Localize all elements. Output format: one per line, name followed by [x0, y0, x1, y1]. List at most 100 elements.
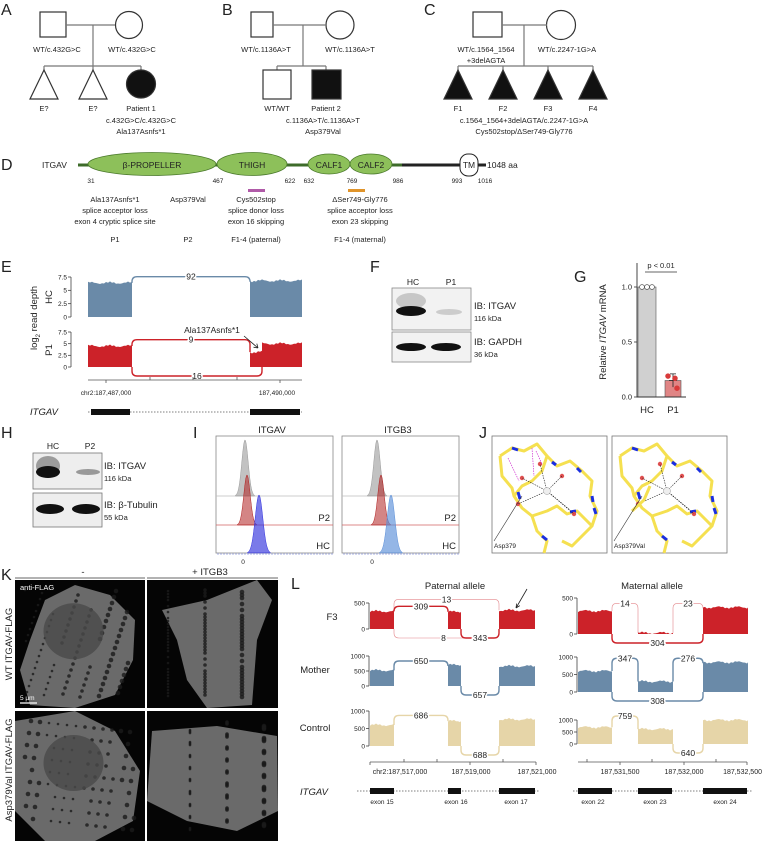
texture-dot [101, 727, 105, 731]
texture-dot [22, 754, 28, 760]
texture-dot [62, 796, 66, 800]
texture-dot [41, 642, 45, 646]
size-label: 55 kDa [104, 513, 129, 522]
band-hc [396, 343, 426, 351]
texture-dot [111, 777, 115, 781]
texture-dot [188, 816, 192, 820]
plot-title: ITGB3 [384, 425, 411, 436]
texture-dot [239, 595, 245, 601]
texture-dot [113, 588, 119, 594]
x-axis [88, 377, 302, 383]
y-tick-label: 500 [562, 595, 573, 602]
domain-calf2 [349, 153, 393, 175]
row-label: P2 [444, 513, 456, 524]
affected-triangle-icon [578, 68, 608, 100]
panel-label-f: F [370, 259, 380, 276]
texture-dot [108, 740, 112, 744]
father-genotype: WT/c.432G>C [33, 45, 81, 54]
texture-dot [225, 771, 229, 775]
junction-arc [611, 603, 639, 633]
texture-dot [239, 685, 245, 691]
texture-dot [88, 665, 92, 669]
coordination-bond [539, 463, 548, 492]
texture-dot [203, 672, 207, 676]
texture-dot [203, 588, 207, 592]
y-tick-label: 5 [63, 341, 67, 348]
coordination-bond [517, 490, 548, 505]
column-label: + ITGB3 [192, 567, 228, 578]
coverage-area [499, 717, 535, 746]
texture-dot [261, 774, 267, 780]
texture-dot [46, 681, 50, 685]
texture-dot [166, 646, 170, 650]
texture-dot [29, 767, 35, 773]
y-tick-label: 7.5 [58, 329, 67, 336]
affected-female-icon [125, 69, 157, 99]
panel-l-sashimi: L Paternal allele Maternal allele F3 Mot… [291, 576, 762, 806]
texture-dot [46, 782, 50, 786]
texture-dot [42, 693, 46, 697]
x-axis-paternal [369, 759, 537, 765]
junction-arc [672, 603, 704, 633]
texture-dot [71, 662, 75, 666]
texture-dot [239, 652, 245, 658]
exon-box [250, 409, 300, 415]
variant-annotation: Asp379Val [170, 195, 206, 204]
texture-dot [118, 728, 124, 734]
residue-position: 986 [393, 178, 404, 185]
y-label-text: read depth [29, 286, 40, 334]
y-label-gene: ITGAV [598, 313, 609, 343]
texture-dot [203, 627, 207, 631]
x-tick-label: 187,519,000 [452, 769, 491, 776]
texture-dot [166, 649, 170, 653]
texture-dot [114, 639, 120, 645]
junction-count: 92 [186, 272, 196, 282]
histogram-plot [341, 435, 460, 554]
texture-dot [203, 684, 207, 688]
texture-dot [166, 625, 170, 629]
histogram-peak [235, 439, 255, 497]
texture-dot [203, 693, 207, 697]
texture-dot [94, 824, 98, 828]
residue-position: 632 [304, 178, 315, 185]
coverage-area [448, 610, 461, 629]
coverage-area [250, 279, 302, 317]
coverage-area [703, 719, 748, 744]
protein-backbone [665, 454, 719, 548]
texture-dot [239, 640, 245, 646]
junction-count: 14 [620, 598, 630, 608]
texture-dot [39, 648, 43, 652]
panel-label-k: K [1, 567, 12, 584]
mother-genotype: WT/c.432G>C [108, 45, 156, 54]
texture-dot [166, 667, 170, 671]
texture-dot [116, 633, 122, 639]
junction-arc [672, 657, 704, 682]
variant-group: P1 [110, 235, 119, 244]
texture-dot [166, 670, 170, 674]
antibody-label: IB: ITGAV [104, 461, 147, 472]
x-tick-label: 187,490,000 [259, 390, 296, 397]
texture-dot [23, 588, 27, 592]
maternal-variant-bar [348, 189, 365, 192]
texture-dot [51, 807, 55, 811]
column-label: Maternal allele [621, 581, 683, 592]
texture-dot [166, 685, 170, 689]
texture-dot [37, 654, 41, 658]
texture-dot [203, 624, 207, 628]
texture-dot [203, 591, 207, 595]
junction-arc [611, 634, 704, 644]
residue-position: 467 [213, 178, 224, 185]
texture-dot [166, 628, 170, 632]
texture-dot [47, 721, 51, 725]
protein-backbone [618, 455, 636, 497]
lane-label: P1 [446, 277, 457, 287]
residue-position: 1016 [478, 178, 493, 185]
junction-count: 343 [473, 633, 487, 643]
exon-box [578, 788, 612, 794]
coverage-area [638, 631, 673, 635]
texture-dot [92, 726, 96, 730]
structure-view [491, 435, 608, 554]
panel-label-b: B [222, 2, 233, 19]
x-tick-label: P1 [667, 405, 679, 416]
junction-arc [611, 657, 639, 682]
